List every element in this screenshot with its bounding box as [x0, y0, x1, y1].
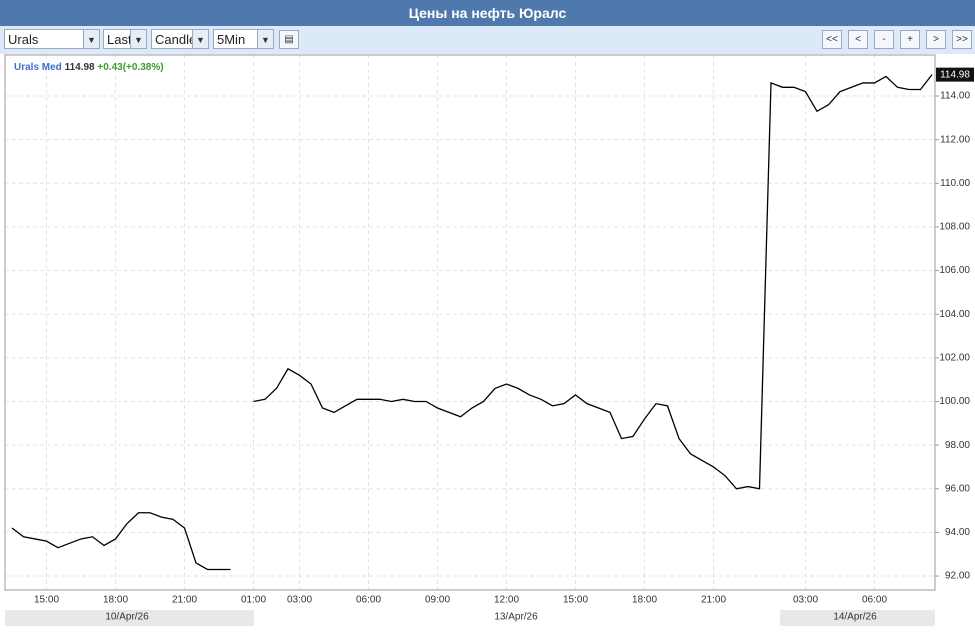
- nav-button[interactable]: <<: [822, 30, 842, 49]
- type-select[interactable]: Candle: [151, 29, 209, 49]
- zoom-button[interactable]: +: [900, 30, 920, 49]
- y-tick-label: 104.00: [939, 309, 970, 320]
- legend-change: +0.43(+0.38%): [97, 62, 163, 73]
- date-label: 10/Apr/26: [105, 612, 149, 623]
- y-tick-label: 96.00: [945, 483, 970, 494]
- price-select[interactable]: Last: [103, 29, 147, 49]
- y-tick-label: 94.00: [945, 527, 970, 538]
- price-tag: [936, 67, 974, 82]
- y-tick-label: 110.00: [940, 178, 970, 189]
- legend: Urals Med 114.98 +0.43(+0.38%): [14, 62, 164, 73]
- settings-button[interactable]: ▤: [279, 30, 299, 49]
- y-tick-label: 102.00: [939, 352, 970, 363]
- date-band: [5, 610, 254, 626]
- x-tick-label: 03:00: [793, 595, 818, 606]
- y-tick-label: 114.00: [940, 91, 970, 102]
- nav-button[interactable]: <: [848, 30, 868, 49]
- y-tick-label: 106.00: [939, 265, 970, 276]
- nav-button[interactable]: >>: [952, 30, 972, 49]
- y-tick-label: 100.00: [939, 396, 970, 407]
- x-tick-label: 18:00: [632, 595, 657, 606]
- x-tick-label: 15:00: [34, 595, 59, 606]
- toolbar: Urals Last Candle 5Min ▤ << < - + > >>: [0, 26, 975, 54]
- x-tick-label: 15:00: [563, 595, 588, 606]
- price-tag-label: 114.98: [940, 69, 970, 80]
- date-band: [780, 610, 935, 626]
- y-tick-label: 98.00: [945, 440, 970, 451]
- page-title: Цены на нефть Юралс: [0, 0, 975, 26]
- symbol-select[interactable]: Urals: [4, 29, 100, 49]
- x-tick-label: 06:00: [862, 595, 887, 606]
- x-tick-label: 21:00: [701, 595, 726, 606]
- x-tick-label: 18:00: [103, 595, 128, 606]
- date-label: 13/Apr/26: [494, 612, 538, 623]
- nav-button[interactable]: >: [926, 30, 946, 49]
- x-tick-label: 06:00: [356, 595, 381, 606]
- x-tick-label: 01:00: [241, 595, 266, 606]
- price-line: [11, 74, 933, 571]
- plot-frame: [4, 54, 936, 591]
- x-tick-label: 12:00: [494, 595, 519, 606]
- date-label: 14/Apr/26: [833, 612, 877, 623]
- y-tick-label: 92.00: [945, 571, 970, 582]
- legend-name: Urals Med: [14, 62, 62, 73]
- legend-last: 114.98: [65, 62, 95, 73]
- interval-select[interactable]: 5Min: [213, 29, 274, 49]
- x-tick-label: 21:00: [172, 595, 197, 606]
- y-tick-label: 112.00: [940, 134, 970, 145]
- x-tick-label: 03:00: [287, 595, 312, 606]
- zoom-button[interactable]: -: [874, 30, 894, 49]
- y-tick-label: 108.00: [939, 222, 970, 233]
- x-tick-label: 09:00: [425, 595, 450, 606]
